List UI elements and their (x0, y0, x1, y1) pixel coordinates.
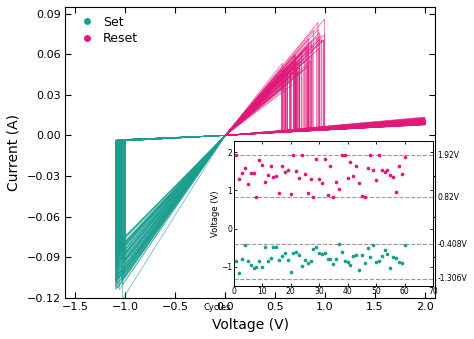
X-axis label: Voltage (V): Voltage (V) (212, 318, 289, 332)
Y-axis label: Current (A): Current (A) (7, 114, 21, 191)
Legend: Set, Reset: Set, Reset (72, 13, 141, 48)
